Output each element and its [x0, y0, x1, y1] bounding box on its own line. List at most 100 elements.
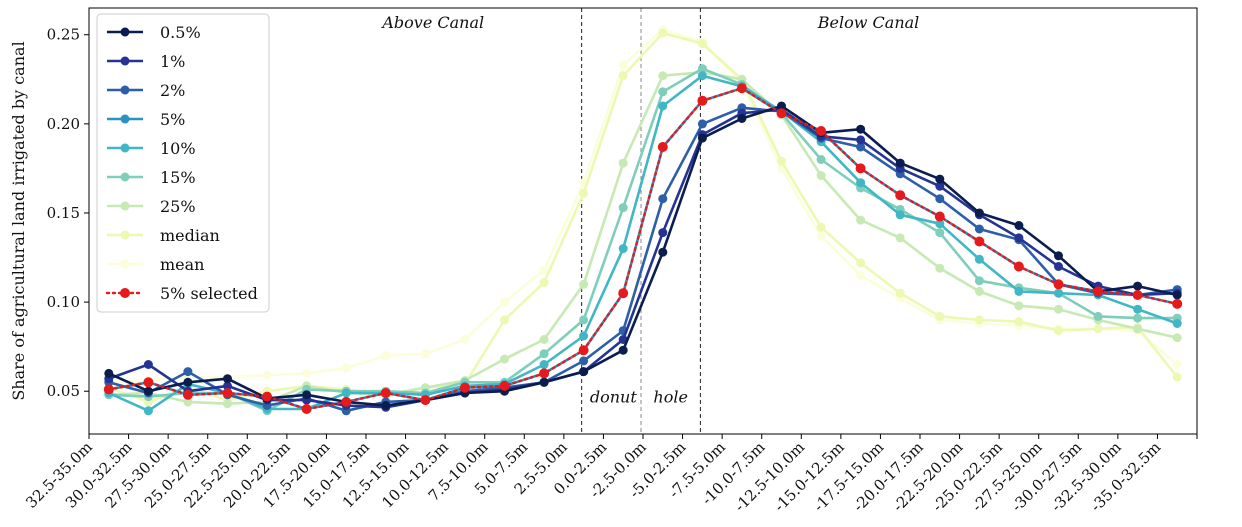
- annotation-donut: donut: [590, 387, 637, 406]
- data-point: [143, 360, 153, 369]
- data-point: [302, 390, 312, 400]
- data-point: [500, 315, 509, 325]
- data-point: [500, 297, 509, 307]
- data-point: [974, 208, 984, 218]
- data-point: [1172, 360, 1182, 369]
- data-point: [104, 368, 114, 378]
- data-point: [935, 228, 945, 238]
- y-tick-label: 0.20: [47, 115, 80, 133]
- data-point: [658, 71, 668, 81]
- series-line-9: [107, 86, 1179, 411]
- y-tick-label: 0.10: [47, 293, 80, 311]
- data-point: [182, 389, 193, 400]
- data-point: [1133, 304, 1143, 314]
- data-point: [459, 382, 470, 393]
- data-point: [539, 335, 549, 344]
- data-point: [658, 228, 668, 238]
- data-point: [301, 404, 312, 414]
- data-point: [1054, 251, 1063, 261]
- legend-label: median: [160, 226, 220, 245]
- legend-label: mean: [160, 255, 204, 274]
- data-point: [262, 391, 273, 402]
- data-point: [816, 155, 826, 164]
- data-point: [697, 39, 707, 49]
- legend-label: 15%: [160, 168, 196, 187]
- legend-swatch-marker: [120, 230, 130, 240]
- legend-item: 25%: [107, 197, 196, 216]
- data-point: [578, 345, 589, 356]
- legend-item: median: [107, 226, 220, 245]
- legend-swatch-marker: [120, 143, 130, 153]
- data-point: [1133, 324, 1143, 334]
- data-point: [539, 360, 549, 369]
- legend-item: 10%: [107, 139, 196, 158]
- data-point: [539, 265, 549, 275]
- data-point: [895, 190, 906, 201]
- legend-item: mean: [107, 255, 204, 274]
- data-point: [856, 258, 866, 268]
- data-point: [1133, 281, 1143, 291]
- data-point: [539, 278, 549, 287]
- data-point: [499, 380, 510, 391]
- data-point: [895, 288, 905, 298]
- data-point: [1172, 298, 1183, 309]
- data-point: [856, 124, 866, 134]
- data-point: [935, 174, 945, 184]
- series-line-1: [108, 108, 1178, 409]
- legend-item: 5%: [107, 110, 185, 129]
- data-point: [262, 370, 272, 380]
- data-point: [895, 233, 905, 243]
- data-point: [579, 315, 589, 325]
- data-point: [381, 401, 391, 410]
- legend-swatch-marker: [120, 85, 130, 95]
- data-point: [183, 367, 193, 377]
- data-point: [1172, 333, 1182, 343]
- data-point: [1172, 372, 1182, 382]
- series-line-7: [108, 31, 1179, 404]
- data-point: [183, 397, 193, 407]
- data-point: [974, 276, 984, 286]
- data-point: [341, 363, 351, 373]
- data-point: [776, 108, 787, 119]
- data-point: [1054, 304, 1063, 314]
- data-point: [579, 367, 589, 377]
- data-point: [420, 349, 430, 359]
- data-point: [1093, 324, 1103, 334]
- data-point: [816, 126, 827, 136]
- data-point: [935, 263, 945, 273]
- data-point: [974, 224, 984, 234]
- data-point: [1054, 326, 1063, 336]
- data-point: [618, 203, 628, 213]
- data-point: [816, 231, 826, 241]
- data-point: [143, 406, 153, 416]
- data-point: [1054, 262, 1063, 271]
- data-point: [381, 351, 391, 361]
- data-point: [658, 194, 668, 204]
- data-point: [1133, 313, 1143, 323]
- data-point: [1132, 290, 1143, 300]
- data-point: [974, 254, 984, 264]
- legend-label: 5%: [160, 110, 185, 129]
- data-point: [697, 95, 708, 106]
- legend-item: 1%: [107, 52, 185, 71]
- legend-swatch-marker: [120, 56, 130, 66]
- data-point: [460, 335, 470, 344]
- data-point: [1014, 221, 1024, 230]
- legend-label: 0.5%: [160, 23, 201, 42]
- y-axis-label: Share of agricultural land irrigated by …: [9, 41, 28, 400]
- annotations: Above Canal Below Canal donut hole: [380, 13, 919, 406]
- data-point: [697, 133, 707, 143]
- data-point: [539, 377, 549, 387]
- data-point: [183, 377, 193, 387]
- legend-swatch-marker: [120, 114, 130, 124]
- data-point: [539, 349, 549, 359]
- data-point: [856, 135, 866, 145]
- data-point: [143, 386, 153, 396]
- data-point: [816, 171, 826, 180]
- data-point: [737, 114, 747, 123]
- data-point: [658, 101, 668, 111]
- data-point: [856, 270, 866, 280]
- data-point: [974, 315, 984, 325]
- data-point: [618, 288, 629, 299]
- series-line-8: [108, 28, 1179, 384]
